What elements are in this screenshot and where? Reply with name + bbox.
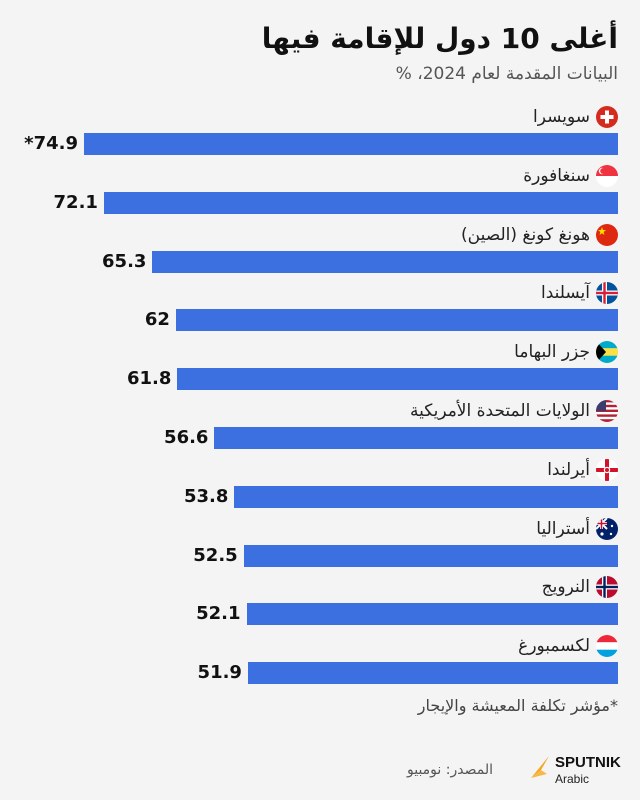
norway-flag-icon bbox=[596, 576, 618, 599]
country-name: هونغ كونغ (الصين) bbox=[461, 224, 590, 245]
country-label: سنغافورة bbox=[523, 164, 618, 187]
country-label: هونغ كونغ (الصين) bbox=[461, 223, 618, 246]
value-label: 61.8 bbox=[126, 368, 172, 390]
bar bbox=[234, 485, 618, 508]
country-name: لكسمبورغ bbox=[518, 636, 590, 657]
bar bbox=[175, 309, 618, 332]
value-label: 52.1 bbox=[196, 603, 241, 625]
bar bbox=[177, 368, 618, 391]
luxembourg-flag-icon bbox=[596, 635, 618, 658]
country-name: أيرلندا bbox=[547, 459, 590, 480]
bahamas-flag-icon bbox=[596, 341, 618, 364]
switzerland-flag-icon bbox=[596, 106, 618, 128]
country-label: أيرلندا bbox=[547, 458, 618, 481]
value-label: 62 bbox=[144, 309, 170, 331]
value-label: 72.1 bbox=[53, 191, 98, 213]
country-label: أستراليا bbox=[536, 517, 618, 540]
value-label: 52.5 bbox=[193, 544, 238, 566]
country-name: آيسلندا bbox=[540, 283, 590, 304]
iceland-flag-icon bbox=[596, 282, 618, 305]
china-flag-icon bbox=[596, 223, 618, 246]
country-name: جزر البهاما bbox=[514, 342, 590, 363]
bar bbox=[103, 191, 618, 214]
bar bbox=[152, 250, 618, 273]
footnote: *مؤشر تكلفة المعيشة والإيجار bbox=[417, 696, 618, 715]
australia-flag-icon bbox=[596, 517, 618, 540]
value-label: 51.9 bbox=[197, 662, 242, 684]
bar bbox=[214, 427, 618, 449]
chart-subtitle: البيانات المقدمة لعام 2024، % bbox=[395, 64, 618, 84]
country-label: لكسمبورغ bbox=[518, 635, 618, 658]
value-label: 53.8 bbox=[184, 485, 229, 507]
country-name: الولايات المتحدة الأمريكية bbox=[409, 401, 590, 421]
sputnik-logo-icon bbox=[531, 756, 549, 778]
bar bbox=[84, 133, 618, 155]
value-label: *74.9 bbox=[24, 133, 78, 154]
country-label: سويسرا bbox=[533, 106, 618, 128]
country-name: أستراليا bbox=[536, 518, 590, 539]
value-label: 56.6 bbox=[164, 427, 209, 448]
northern-ireland-flag-icon bbox=[596, 458, 618, 481]
chart-title: أغلى 10 دول للإقامة فيها bbox=[261, 22, 618, 55]
country-label: جزر البهاما bbox=[514, 341, 618, 364]
brand-name: SPUTNIK bbox=[555, 754, 621, 771]
source-text: المصدر: نومبيو bbox=[407, 762, 493, 778]
brand-sub: Arabic bbox=[555, 772, 590, 786]
usa-flag-icon bbox=[596, 400, 618, 422]
country-name: سنغافورة bbox=[523, 165, 590, 186]
bar bbox=[243, 544, 618, 567]
singapore-flag-icon bbox=[596, 164, 618, 187]
bar bbox=[246, 603, 618, 626]
country-name: النرويج bbox=[541, 577, 590, 598]
bar bbox=[247, 662, 618, 685]
country-label: آيسلندا bbox=[540, 282, 618, 305]
value-label: 65.3 bbox=[102, 250, 147, 272]
country-name: سويسرا bbox=[532, 107, 590, 127]
country-label: النرويج bbox=[541, 576, 618, 599]
sputnik-logo: SPUTNIK Arabic bbox=[527, 752, 627, 792]
country-label: الولايات المتحدة الأمريكية bbox=[410, 400, 618, 422]
